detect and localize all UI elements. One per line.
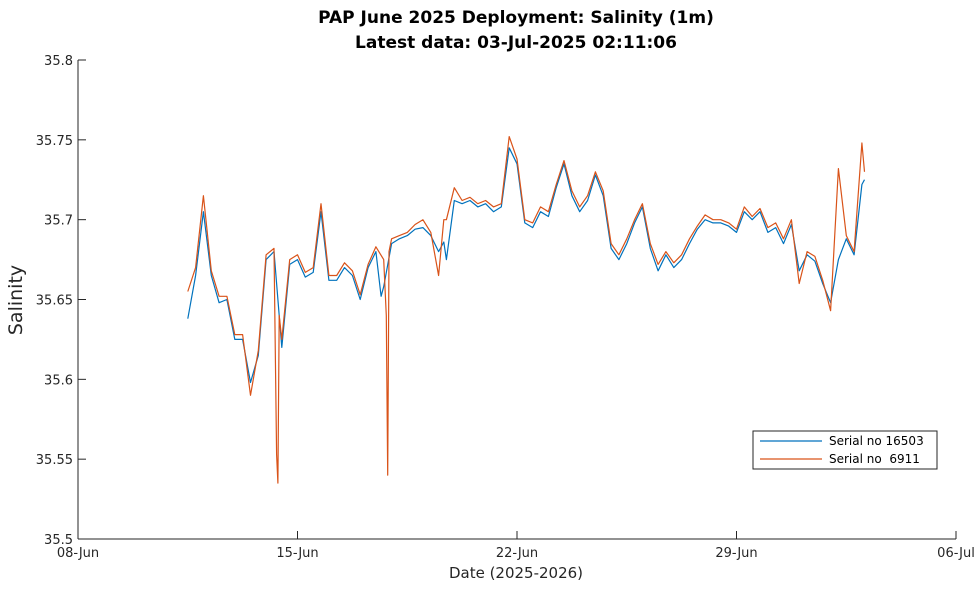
y-axis-label: Salinity xyxy=(5,265,27,335)
legend-label-6911: Serial no 6911 xyxy=(829,452,920,466)
y-tick-label-1: 35.55 xyxy=(36,453,73,468)
x-axis-label: Date (2025-2026) xyxy=(449,564,583,582)
legend-box xyxy=(752,430,938,470)
y-tick-label-2: 35.6 xyxy=(44,373,73,388)
x-tick-label-1: 15-Jun xyxy=(276,546,318,561)
y-tick-label-4: 35.7 xyxy=(44,214,73,229)
y-tick-label-6: 35.8 xyxy=(44,54,73,69)
x-tick-label-2: 22-Jun xyxy=(496,546,538,561)
y-tick-label-5: 35.75 xyxy=(36,134,73,149)
chart-title: PAP June 2025 Deployment: Salinity (1m) xyxy=(318,8,714,28)
y-tick-label-3: 35.65 xyxy=(36,294,73,309)
x-tick-label-4: 06-Jul xyxy=(937,546,975,561)
plot-lines xyxy=(187,136,866,484)
y-tick-label-0: 35.5 xyxy=(44,533,73,548)
chart-subtitle: Latest data: 03-Jul-2025 02:11:06 xyxy=(355,33,677,53)
x-tick-label-0: 08-Jun xyxy=(57,546,99,561)
legend: Serial no 16503 Serial no 6911 xyxy=(752,430,938,470)
x-tick-label-3: 29-Jun xyxy=(715,546,757,561)
legend-label-16503: Serial no 16503 xyxy=(829,434,924,448)
series-line-1 xyxy=(187,136,866,484)
axes: 08-Jun 15-Jun 22-Jun 29-Jun 06-Jul 35.5 35.55 3… xyxy=(36,54,975,561)
